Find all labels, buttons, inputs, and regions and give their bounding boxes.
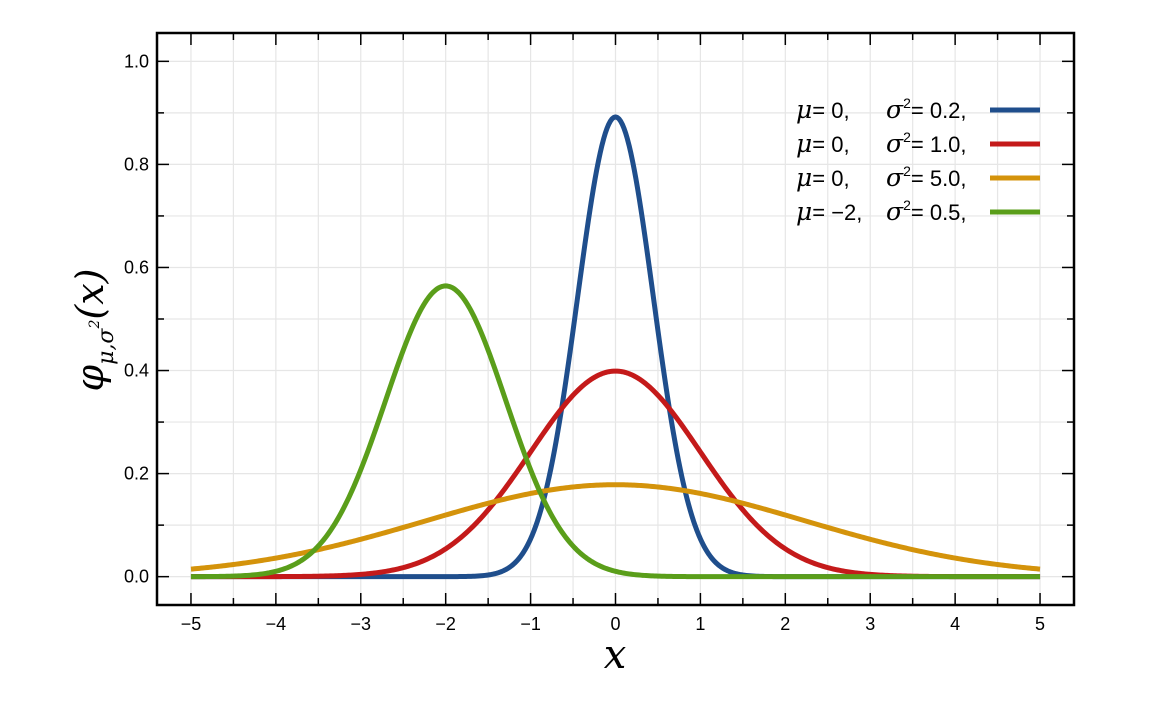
y-axis-label: φμ,σ2(x) (68, 269, 119, 392)
x-tick-label: −5 (181, 614, 202, 634)
x-tick-label: −1 (520, 614, 541, 634)
y-tick-label: 0.2 (124, 464, 149, 484)
x-tick-labels: −5 −4 −3 −2 −1 0 1 2 3 4 5 (181, 614, 1045, 634)
y-tick-label: 0.6 (124, 257, 149, 277)
y-axis-label-arg: (x) (68, 269, 112, 320)
series-line (190, 283, 1041, 580)
x-tick-label: 5 (1035, 614, 1045, 634)
x-tick-label: −4 (266, 614, 287, 634)
y-axis-label-main: φ (68, 364, 112, 391)
x-tick-label: 1 (695, 614, 705, 634)
legend-entry-text: μ= 0, σ2= 5.0, (796, 163, 967, 192)
y-tick-label: 0.4 (124, 361, 149, 381)
svg-text:φμ,σ2(x): φμ,σ2(x) (68, 269, 119, 392)
x-tick-label: 3 (865, 614, 875, 634)
y-axis-label-sub: μ,σ (94, 328, 119, 365)
series-line (190, 482, 1041, 572)
x-tick-label: 2 (780, 614, 790, 634)
y-tick-labels: 0.0 0.2 0.4 0.6 0.8 1.0 (124, 51, 149, 586)
legend-entry-text: μ= 0, σ2= 1.0, (796, 129, 967, 158)
legend-entry-text: μ= 0, σ2= 0.2, (796, 95, 967, 124)
legend-entry-text: μ= −2, σ2= 0.5, (796, 197, 967, 226)
x-tick-label: −2 (435, 614, 456, 634)
y-axis-label-sup: 2 (87, 320, 103, 330)
x-tick-label: −3 (351, 614, 372, 634)
y-tick-label: 0.8 (124, 154, 149, 174)
x-axis-label: x (604, 632, 627, 678)
y-tick-label: 1.0 (124, 51, 149, 71)
curves (190, 114, 1041, 580)
x-tick-label: 4 (950, 614, 960, 634)
y-tick-label: 0.0 (124, 567, 149, 587)
x-tick-label: 0 (610, 614, 620, 634)
ticks (157, 33, 1074, 605)
legend: μ= 0, σ2= 0.2, μ= 0, σ2= 1.0, μ= 0, σ2= 5.0, μ… (796, 95, 1040, 226)
